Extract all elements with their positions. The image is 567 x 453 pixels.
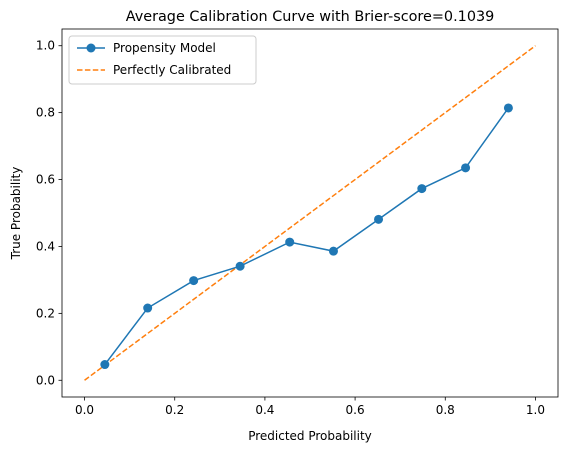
x-axis-ticks: 0.0 0.2 0.4 0.6 0.8 1.0: [75, 397, 545, 417]
plot-frame: [61, 28, 559, 398]
y-tick-label: 0.2: [36, 306, 55, 320]
series-line-propensity-model: [104, 107, 510, 366]
series-line-perfectly-calibrated: [84, 45, 536, 381]
y-axis-label: True Probability: [9, 167, 23, 261]
series-layer: [84, 45, 536, 381]
data-point-propensity-model: [503, 103, 513, 113]
y-tick-label: 0.0: [36, 373, 55, 387]
legend-marker-propensity-model: [86, 43, 96, 53]
data-point-propensity-model: [285, 237, 295, 247]
x-tick-label: 1.0: [526, 403, 545, 417]
legend-label-propensity-model: Propensity Model: [113, 41, 216, 55]
x-tick-label: 0.6: [346, 403, 365, 417]
y-tick-label: 0.8: [36, 106, 55, 120]
data-point-propensity-model: [143, 303, 153, 313]
x-tick-label: 0.4: [255, 403, 274, 417]
data-point-propensity-model: [328, 246, 338, 256]
legend-label-perfectly-calibrated: Perfectly Calibrated: [113, 63, 231, 77]
data-point-propensity-model: [235, 261, 245, 271]
legend-box: [68, 35, 257, 85]
data-point-propensity-model: [100, 360, 110, 370]
data-point-propensity-model: [374, 214, 384, 224]
y-tick-label: 0.6: [36, 173, 55, 187]
chart-title: Average Calibration Curve with Brier-sco…: [126, 9, 495, 25]
y-axis-ticks: 0.0 0.2 0.4 0.6 0.8 1.0: [36, 39, 62, 387]
legend: Propensity Model Perfectly Calibrated: [68, 35, 257, 85]
data-point-propensity-model: [417, 184, 427, 194]
data-point-propensity-model: [189, 276, 199, 286]
x-tick-label: 0.8: [436, 403, 455, 417]
y-tick-label: 0.4: [36, 239, 55, 253]
data-point-propensity-model: [461, 163, 471, 173]
x-tick-label: 0.2: [165, 403, 184, 417]
x-tick-label: 0.0: [75, 403, 94, 417]
y-tick-label: 1.0: [36, 39, 55, 53]
x-axis-label: Predicted Probability: [248, 429, 372, 443]
